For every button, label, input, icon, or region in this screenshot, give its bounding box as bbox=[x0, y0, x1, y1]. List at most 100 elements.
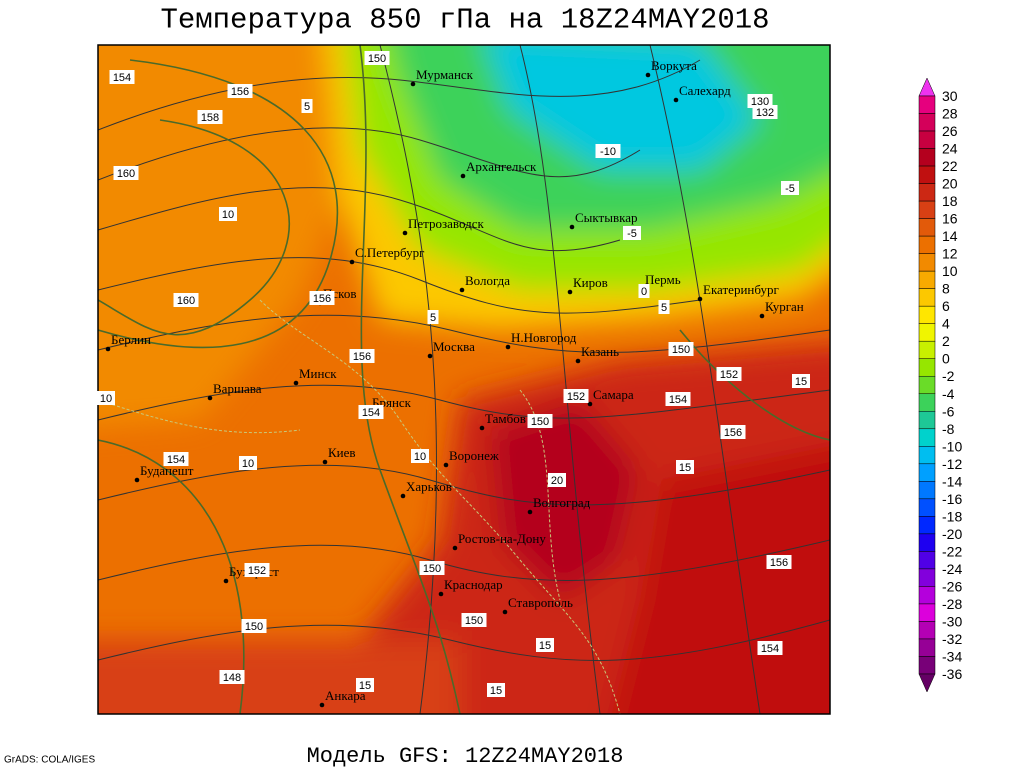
isoline-label: 5 bbox=[430, 312, 436, 324]
isoline-label: 154 bbox=[167, 454, 185, 466]
isoline-label: 132 bbox=[756, 107, 774, 119]
isoline-label: 154 bbox=[113, 72, 131, 84]
city-dot bbox=[223, 578, 229, 584]
colorbar-label: -10 bbox=[942, 438, 962, 454]
city-dot bbox=[569, 224, 575, 230]
model-caption: Модель GFS: 12Z24MAY2018 bbox=[307, 744, 624, 768]
colorbar-label: 12 bbox=[942, 246, 958, 262]
isoline-label: 158 bbox=[201, 112, 219, 124]
colorbar-segment bbox=[918, 463, 936, 482]
isoline-label: 156 bbox=[231, 86, 249, 98]
city-dot bbox=[505, 344, 511, 350]
colorbar-label: -14 bbox=[942, 473, 962, 489]
isoline-label: -5 bbox=[785, 183, 795, 195]
colorbar-label: 8 bbox=[942, 281, 950, 297]
city-label: Самара bbox=[593, 387, 634, 402]
isobars bbox=[98, 45, 830, 714]
borders bbox=[98, 299, 621, 714]
colorbar-label: -28 bbox=[942, 596, 962, 612]
city-label: С.Петербург bbox=[355, 245, 424, 260]
colorbar-label: 0 bbox=[942, 351, 950, 367]
city-label: Екатеринбург bbox=[703, 282, 779, 297]
city-label: Тамбов bbox=[485, 411, 526, 426]
isoline-label-box bbox=[309, 291, 335, 305]
colorbar-label: 14 bbox=[942, 228, 958, 244]
city-label: Анкара bbox=[325, 688, 366, 703]
colorbar-label: 20 bbox=[942, 176, 958, 192]
colorbar-label: 26 bbox=[942, 123, 958, 139]
colorbar-segment bbox=[918, 200, 936, 219]
city-dot bbox=[697, 296, 703, 302]
isoline-label-box bbox=[241, 619, 267, 633]
city-label: Воронеж bbox=[449, 448, 500, 463]
isoline-label-box bbox=[427, 310, 439, 324]
isoline-label: -5 bbox=[627, 228, 637, 240]
isoline-label: 20 bbox=[551, 475, 563, 487]
isoline-label: 15 bbox=[795, 376, 807, 388]
isoline-label: 154 bbox=[761, 643, 779, 655]
colorbar-label: 18 bbox=[942, 193, 958, 209]
isoline-label: 150 bbox=[423, 563, 441, 575]
isoline-label-box bbox=[563, 389, 589, 403]
isoline-label-box bbox=[219, 207, 237, 221]
colorbar-label: -4 bbox=[942, 386, 955, 402]
isoline-label-box bbox=[792, 374, 810, 388]
city-dot bbox=[134, 477, 140, 483]
isoline-label-box bbox=[668, 342, 694, 356]
city-label: Краснодар bbox=[444, 577, 503, 592]
city-dot bbox=[673, 97, 679, 103]
city-dot bbox=[207, 395, 213, 401]
colorbar-label: -16 bbox=[942, 491, 962, 507]
isoline-label: 148 bbox=[223, 672, 241, 684]
colorbar-label: 30 bbox=[942, 88, 958, 104]
city-label: Пермь bbox=[645, 272, 681, 287]
isoline-label: 10 bbox=[242, 458, 254, 470]
isoline-label-box bbox=[757, 641, 783, 655]
isoline-label: 154 bbox=[669, 394, 687, 406]
colorbar-label: -8 bbox=[942, 421, 955, 437]
city-label: Архангельск bbox=[466, 159, 537, 174]
colorbar-segment bbox=[918, 253, 936, 272]
colorbar-label: -36 bbox=[942, 666, 962, 682]
city-label: Воркута bbox=[651, 58, 697, 73]
colorbar-segment bbox=[918, 340, 936, 359]
isoline-label-box bbox=[752, 105, 778, 119]
city-dot bbox=[645, 72, 651, 78]
isoline-label: 152 bbox=[248, 565, 266, 577]
colorbar-label: -18 bbox=[942, 508, 962, 524]
isoline-label: 15 bbox=[359, 680, 371, 692]
colorbar-label: 28 bbox=[942, 106, 958, 122]
isoline-label: 150 bbox=[531, 416, 549, 428]
colorbar-segment bbox=[918, 323, 936, 342]
city-label: Петрозаводск bbox=[408, 216, 484, 231]
isoline-label: 150 bbox=[368, 53, 386, 65]
city-label: Мурманск bbox=[416, 67, 474, 82]
colorbar-segment bbox=[918, 393, 936, 412]
colorbar-label: -32 bbox=[942, 631, 962, 647]
isoline-label-box bbox=[97, 391, 115, 405]
title: Температура 850 гПа на 18Z24MAY2018 bbox=[160, 4, 769, 37]
city-label: Минск bbox=[299, 366, 337, 381]
colorbar-segment bbox=[918, 95, 936, 114]
isoline-label-box bbox=[197, 110, 223, 124]
city-dot bbox=[460, 173, 466, 179]
isoline-label-box bbox=[720, 425, 746, 439]
colorbar-label: 16 bbox=[942, 211, 958, 227]
city-label: Киев bbox=[328, 445, 356, 460]
city-dot bbox=[319, 702, 325, 708]
city-label: Харьков bbox=[406, 479, 452, 494]
colorbar-label: -34 bbox=[942, 648, 962, 664]
isoline-label: -10 bbox=[600, 146, 616, 158]
colorbar-segment bbox=[918, 656, 936, 675]
colorbar-label: -2 bbox=[942, 368, 955, 384]
city-label: Курган bbox=[765, 299, 804, 314]
isoline-label: 160 bbox=[117, 168, 135, 180]
city-label: Москва bbox=[433, 339, 475, 354]
map-frame bbox=[97, 44, 831, 715]
city-label: Сыктывкар bbox=[575, 210, 638, 225]
isoline-label-box bbox=[595, 144, 621, 158]
city-dot bbox=[293, 380, 299, 386]
city-label: Казань bbox=[581, 344, 619, 359]
colorbar-segment bbox=[918, 165, 936, 184]
isoline-label-box bbox=[358, 405, 384, 419]
